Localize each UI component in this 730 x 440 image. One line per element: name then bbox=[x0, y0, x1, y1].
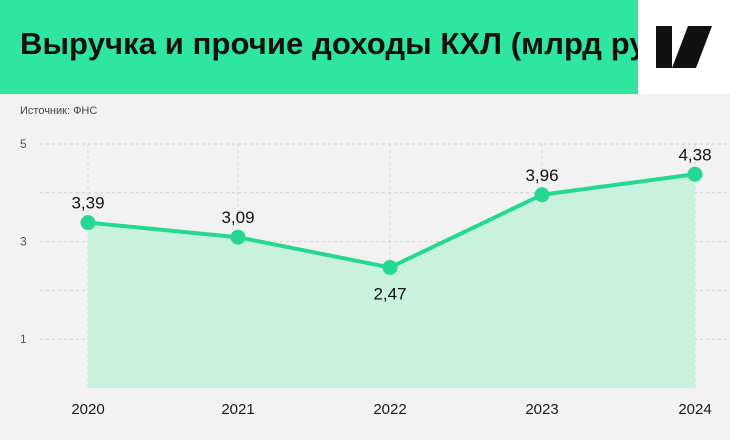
brand-logo-icon bbox=[656, 26, 712, 68]
x-tick-label: 2023 bbox=[525, 401, 558, 418]
data-point bbox=[687, 166, 703, 182]
source-note: Источник: ФНС bbox=[20, 105, 98, 117]
data-point bbox=[230, 229, 246, 245]
data-point bbox=[534, 187, 550, 203]
x-axis-ticks: 2020 2021 2022 2023 2024 bbox=[71, 401, 711, 418]
data-label: 4,38 bbox=[678, 145, 711, 164]
y-tick-label: 3 bbox=[20, 235, 27, 249]
x-tick-label: 2024 bbox=[678, 401, 711, 418]
data-point bbox=[80, 215, 96, 231]
data-label: 3,09 bbox=[221, 208, 254, 227]
series-area bbox=[88, 174, 695, 388]
x-tick-label: 2020 bbox=[71, 401, 104, 418]
data-label: 3,96 bbox=[525, 166, 558, 185]
y-axis-ticks: 5 3 1 bbox=[20, 137, 27, 346]
header-banner: Выручка и прочие доходы КХЛ (млрд руб) bbox=[0, 0, 676, 94]
data-label: 2,47 bbox=[373, 284, 406, 303]
x-tick-label: 2021 bbox=[221, 401, 254, 418]
y-tick-label: 5 bbox=[20, 137, 27, 151]
y-tick-label: 1 bbox=[20, 332, 27, 346]
x-tick-label: 2022 bbox=[373, 401, 406, 418]
data-point bbox=[382, 259, 398, 275]
logo-box bbox=[638, 0, 730, 94]
data-label: 3,39 bbox=[71, 194, 104, 213]
series: 3,39 3,09 2,47 3,96 4,38 bbox=[71, 145, 712, 388]
chart-title: Выручка и прочие доходы КХЛ (млрд руб) bbox=[20, 26, 677, 61]
